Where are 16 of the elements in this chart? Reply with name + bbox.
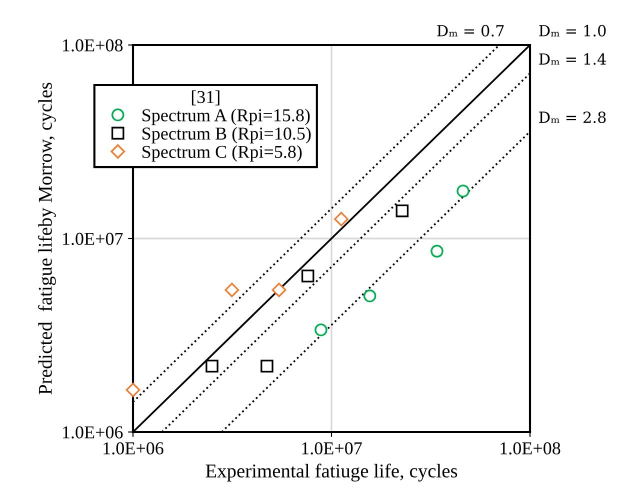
x-tick-label: 1.0E+06 [104,442,164,455]
y-tick-label: 1.0E+06 [63,426,123,439]
y-tick-label: 1.0E+08 [63,39,123,52]
series-label: Dₘ = 0.7 [437,24,504,36]
legend-title: [31] [192,90,220,106]
series-label: Dₘ = 2.8 [539,111,606,124]
legend-label: Spectrum B (Rpi=10.5) [142,126,311,144]
legend-label: Spectrum C (Rpi=5.8) [142,145,302,162]
legend-label: Spectrum A (Rpi=15.8) [142,108,310,126]
x-tick-label: 1.0E+08 [500,442,560,455]
y-axis-title: Predicted fatigue lifeby Morrow, cycles [38,82,56,394]
series-label: Dₘ = 1.0 [539,24,606,36]
x-axis-title: Experimental fatiuge life, cycles [206,464,458,482]
series-label: Dₘ = 1.4 [539,53,606,65]
x-tick-label: 1.0E+07 [302,442,362,455]
y-tick-label: 1.0E+07 [63,232,123,246]
